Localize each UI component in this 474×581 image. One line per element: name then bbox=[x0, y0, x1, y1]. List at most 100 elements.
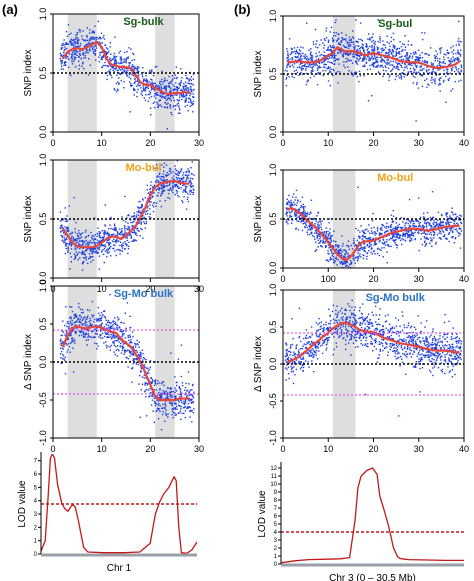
snp-point bbox=[99, 245, 101, 247]
snp-point bbox=[355, 57, 358, 59]
snp-point bbox=[183, 402, 185, 405]
snp-point bbox=[70, 334, 72, 336]
snp-point bbox=[350, 51, 352, 54]
snp-point bbox=[129, 233, 131, 235]
snp-point bbox=[166, 394, 168, 396]
snp-point bbox=[302, 206, 304, 209]
snp-point bbox=[107, 242, 110, 244]
snp-point bbox=[357, 257, 360, 259]
snp-point bbox=[377, 40, 379, 43]
snp-point bbox=[71, 63, 74, 65]
snp-point bbox=[360, 54, 362, 56]
snp-point bbox=[359, 22, 362, 24]
snp-point bbox=[326, 49, 329, 51]
snp-point bbox=[82, 318, 84, 320]
snp-point bbox=[348, 39, 351, 41]
snp-point bbox=[99, 37, 101, 39]
snp-point bbox=[346, 244, 348, 247]
snp-point bbox=[343, 64, 345, 67]
snp-point bbox=[289, 205, 292, 208]
snp-point bbox=[356, 58, 359, 60]
snp-point bbox=[382, 59, 384, 61]
snp-point bbox=[287, 223, 289, 225]
snp-point bbox=[400, 76, 402, 78]
snp-point bbox=[379, 232, 382, 235]
snp-point bbox=[137, 83, 139, 86]
snp-point bbox=[187, 177, 189, 180]
snp-point bbox=[384, 226, 386, 228]
snp-point bbox=[440, 220, 442, 222]
snp-point bbox=[436, 57, 438, 60]
snp-point bbox=[132, 66, 134, 68]
snp-point bbox=[336, 39, 339, 41]
snp-point bbox=[383, 60, 385, 62]
fit-line bbox=[287, 46, 461, 70]
snp-point bbox=[128, 76, 130, 78]
snp-point bbox=[105, 324, 108, 326]
snp-point bbox=[60, 54, 62, 56]
snp-point bbox=[309, 57, 312, 59]
snp-point bbox=[424, 61, 426, 63]
snp-point bbox=[97, 38, 99, 40]
snp-point bbox=[442, 235, 445, 238]
snp-point bbox=[382, 50, 385, 52]
snp-point bbox=[181, 77, 183, 79]
snp-point bbox=[332, 41, 334, 43]
snp-point bbox=[416, 58, 418, 60]
snp-point bbox=[189, 98, 191, 100]
snp-point bbox=[161, 175, 163, 178]
snp-point bbox=[122, 334, 124, 336]
snp-point bbox=[385, 235, 388, 237]
snp-point bbox=[86, 317, 88, 319]
snp-point bbox=[394, 55, 396, 57]
snp-point bbox=[63, 239, 66, 241]
snp-point bbox=[370, 243, 372, 246]
snp-point bbox=[392, 210, 394, 212]
snp-point bbox=[184, 389, 186, 391]
snp-point bbox=[67, 251, 69, 253]
snp-point bbox=[302, 68, 304, 70]
snp-point bbox=[131, 84, 133, 87]
snp-point bbox=[415, 65, 417, 67]
snp-point bbox=[170, 396, 172, 398]
snp-point bbox=[135, 358, 137, 360]
snp-point bbox=[186, 198, 189, 200]
snp-point bbox=[380, 66, 382, 68]
snp-point bbox=[138, 383, 140, 385]
snp-point bbox=[401, 62, 403, 64]
snp-point bbox=[90, 256, 92, 258]
snp-point bbox=[110, 65, 112, 67]
snp-point bbox=[141, 204, 143, 206]
snp-point bbox=[164, 420, 166, 423]
snp-point bbox=[357, 260, 359, 262]
snp-point bbox=[144, 384, 146, 386]
snp-point bbox=[191, 191, 193, 194]
snp-point bbox=[159, 92, 162, 94]
snp-point bbox=[117, 240, 119, 243]
snp-point bbox=[141, 206, 143, 208]
snp-point bbox=[115, 228, 117, 230]
snp-point bbox=[116, 316, 119, 318]
snp-point bbox=[115, 239, 117, 242]
snp-point bbox=[178, 177, 181, 180]
snp-point bbox=[329, 67, 331, 69]
snp-point bbox=[356, 54, 358, 57]
snp-point bbox=[174, 184, 177, 187]
snp-point bbox=[315, 56, 317, 58]
snp-point bbox=[147, 192, 149, 195]
snp-point bbox=[95, 47, 98, 49]
snp-point bbox=[68, 328, 70, 330]
snp-point bbox=[100, 311, 103, 314]
snp-point bbox=[118, 52, 120, 54]
snp-point bbox=[349, 263, 352, 265]
snp-point bbox=[300, 62, 302, 64]
snp-point bbox=[370, 238, 372, 241]
snp-point bbox=[71, 231, 73, 234]
snp-point bbox=[188, 80, 190, 82]
snp-point bbox=[327, 58, 329, 60]
snp-point bbox=[104, 204, 106, 206]
snp-point bbox=[70, 74, 72, 77]
snp-point bbox=[396, 52, 398, 54]
snp-point bbox=[116, 238, 118, 240]
snp-point bbox=[406, 218, 408, 220]
